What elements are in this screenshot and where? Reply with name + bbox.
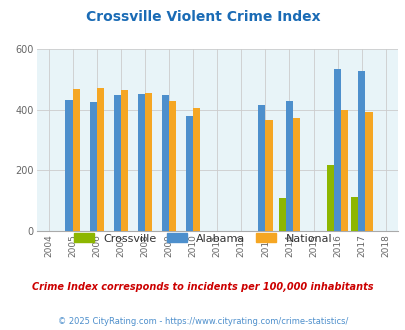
Bar	[162, 95, 168, 231]
Bar	[90, 102, 96, 231]
Bar	[137, 94, 145, 231]
Bar	[185, 116, 193, 231]
Bar	[357, 71, 364, 231]
Bar	[258, 106, 265, 231]
Bar	[168, 101, 176, 231]
Bar	[326, 165, 333, 231]
Bar	[193, 109, 200, 231]
Text: © 2025 CityRating.com - https://www.cityrating.com/crime-statistics/: © 2025 CityRating.com - https://www.city…	[58, 317, 347, 326]
Bar	[113, 95, 121, 231]
Bar	[72, 89, 80, 231]
Text: Crime Index corresponds to incidents per 100,000 inhabitants: Crime Index corresponds to incidents per…	[32, 282, 373, 292]
Bar	[285, 101, 292, 231]
Bar	[350, 197, 357, 231]
Bar	[333, 69, 341, 231]
Bar	[96, 88, 104, 231]
Bar	[121, 90, 128, 231]
Legend: Crossville, Alabama, National: Crossville, Alabama, National	[70, 230, 335, 247]
Bar	[65, 100, 72, 231]
Bar	[341, 110, 347, 231]
Text: Crossville Violent Crime Index: Crossville Violent Crime Index	[85, 10, 320, 24]
Bar	[145, 93, 152, 231]
Bar	[292, 117, 300, 231]
Bar	[364, 112, 372, 231]
Bar	[278, 198, 285, 231]
Bar	[265, 120, 272, 231]
